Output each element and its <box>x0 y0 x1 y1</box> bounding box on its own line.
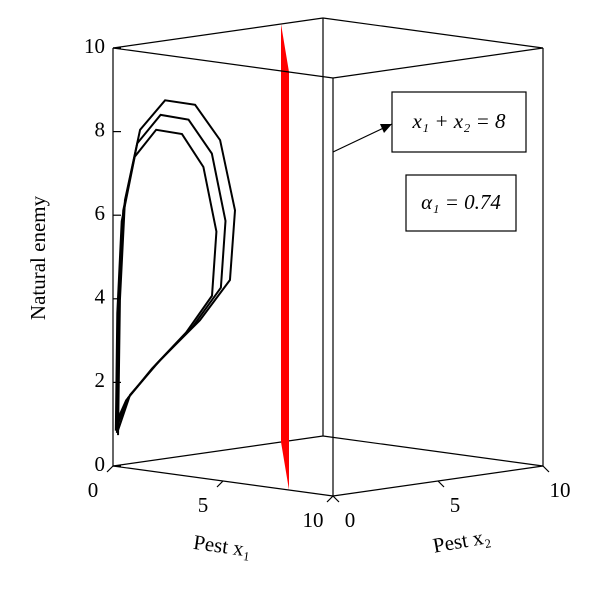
x2-tick <box>542 465 550 473</box>
z-tick-label: 0 <box>95 452 106 476</box>
box-edge <box>112 17 324 49</box>
annotation: x₁ + x₂ = 8 <box>411 109 506 133</box>
x2-tick-label: 0 <box>345 508 356 532</box>
annotation: α₁ = 0.74 <box>421 190 501 214</box>
x1-tick-label: 10 <box>303 508 324 532</box>
plane <box>281 24 289 490</box>
x1-tick <box>106 465 114 473</box>
x1-axis-title: Pest x₁ <box>192 530 253 562</box>
box-edge <box>112 47 334 79</box>
box-edge <box>322 435 544 467</box>
x2-tick-label: 5 <box>450 493 461 517</box>
annotation-box <box>405 174 517 232</box>
z-tick-label: 6 <box>95 201 106 225</box>
box-edge <box>322 17 544 49</box>
x1-tick <box>216 480 224 488</box>
z-tick-label: 10 <box>84 34 105 58</box>
x1-tick-label: 5 <box>198 493 209 517</box>
trajectory <box>114 128 218 431</box>
x2-tick-label: 10 <box>550 478 571 502</box>
x2-axis-title: Pest x₂ <box>431 524 492 558</box>
x1-tick-label: 0 <box>88 478 99 502</box>
x2-tick <box>437 480 445 488</box>
z-tick-label: 8 <box>95 117 106 141</box>
x1-tick <box>326 495 334 503</box>
x2-tick <box>332 495 340 503</box>
z-axis-title: Natural enemy <box>26 195 50 320</box>
box-edge <box>112 435 324 467</box>
annotation-box <box>391 91 527 153</box>
z-tick-label: 4 <box>95 285 106 309</box>
arrow-head <box>380 124 392 133</box>
box-edge <box>332 47 544 79</box>
z-tick-label: 2 <box>95 368 106 392</box>
